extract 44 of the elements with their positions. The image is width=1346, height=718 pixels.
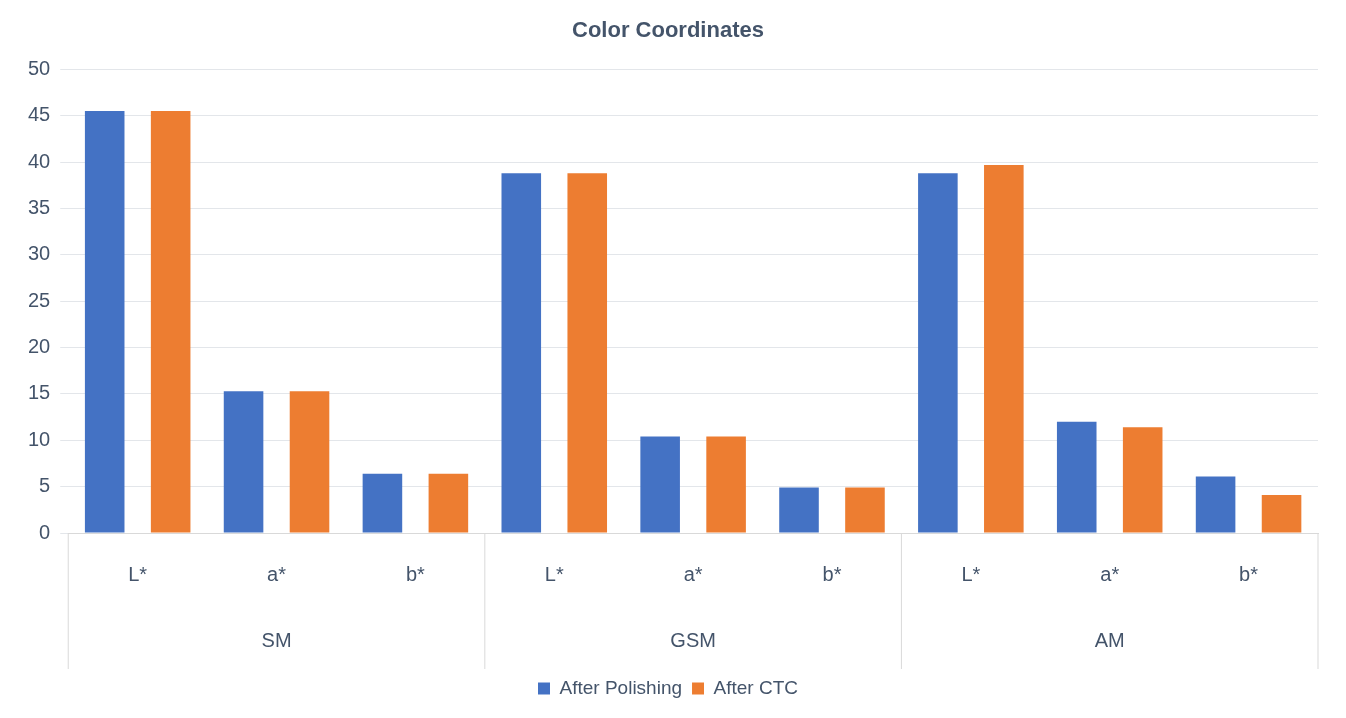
- chart-title: Color Coordinates: [572, 17, 764, 43]
- y-tick-label: 0: [39, 520, 51, 543]
- legend-label: After Polishing: [559, 676, 683, 698]
- bar: [1261, 494, 1302, 533]
- y-tick-label: 40: [28, 149, 51, 172]
- bar: [289, 391, 330, 533]
- bar: [1195, 476, 1236, 533]
- bar: [84, 111, 125, 533]
- bar: [428, 473, 469, 533]
- x-tick-label: L*: [544, 562, 564, 585]
- y-tick-label: 5: [39, 474, 51, 497]
- legend-label: After CTC: [713, 676, 798, 698]
- bar: [706, 436, 746, 533]
- bar: [984, 164, 1024, 533]
- y-tick-label: 35: [28, 196, 51, 218]
- x-tick-label: b*: [405, 562, 426, 585]
- y-tick-label: 25: [28, 288, 51, 311]
- bar: [501, 173, 542, 533]
- x-tick-label: a*: [267, 562, 287, 585]
- y-tick-label: 10: [28, 427, 51, 450]
- text: SM: [261, 628, 292, 651]
- bar: [567, 173, 608, 533]
- bar: [150, 111, 191, 533]
- x-tick-label: b*: [822, 562, 842, 585]
- x-tick-label: b*: [1239, 562, 1259, 585]
- y-tick-label: 50: [28, 56, 51, 79]
- bar: [1056, 421, 1097, 533]
- text: AM: [1094, 628, 1125, 651]
- bar: [1122, 427, 1163, 533]
- y-tick-label: 20: [28, 335, 51, 358]
- bar: [779, 487, 819, 533]
- bar: [362, 473, 403, 533]
- x-tick-label: a*: [1100, 562, 1120, 585]
- y-tick-label: 15: [28, 381, 51, 404]
- text: GSM: [670, 628, 716, 651]
- x-tick-label: L*: [128, 562, 148, 585]
- y-tick-label: 30: [28, 242, 51, 265]
- x-tick-label: a*: [683, 562, 703, 585]
- bar: [845, 487, 885, 533]
- bar: [640, 436, 680, 533]
- x-tick-label: L*: [961, 562, 981, 585]
- y-tick-label: 45: [28, 103, 51, 126]
- bar: [918, 173, 958, 533]
- bar: [223, 391, 264, 533]
